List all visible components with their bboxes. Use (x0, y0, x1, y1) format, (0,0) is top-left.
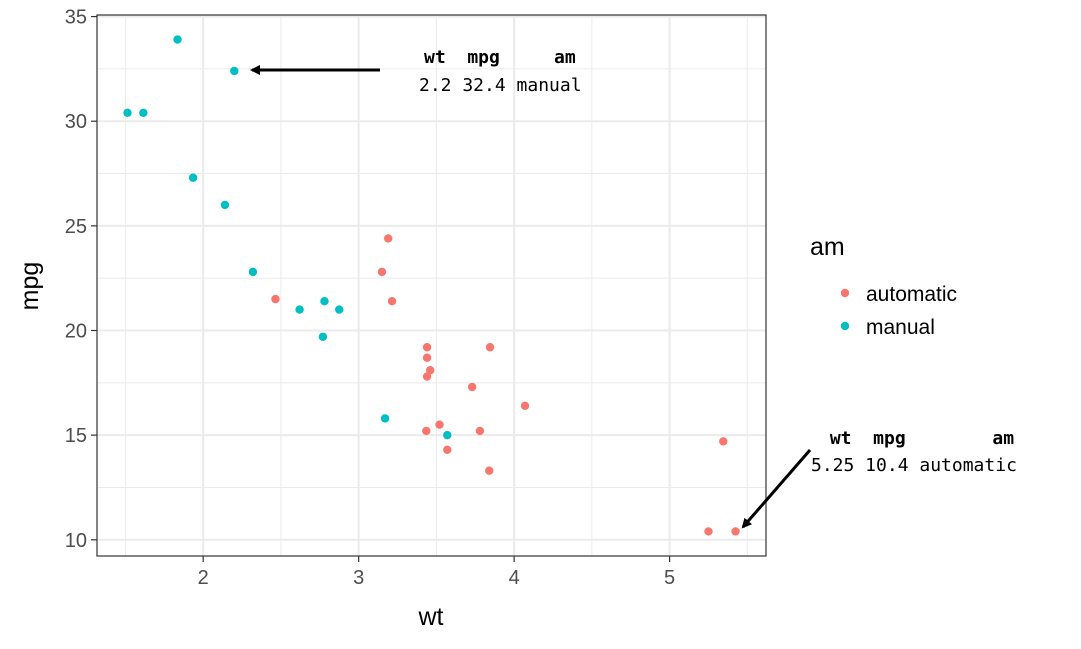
data-point-manual (123, 108, 132, 118)
data-point-manual (443, 430, 452, 440)
data-point-manual (188, 173, 198, 182)
annotation-manual: wt mpg am 2.2 32.4 manual (250, 47, 582, 96)
data-point-manual (230, 66, 239, 76)
data-point-automatic (467, 382, 477, 392)
data-point-manual (295, 305, 304, 314)
x-tick-label: 2 (198, 567, 209, 589)
data-point-automatic (377, 267, 387, 277)
data-point-automatic (422, 426, 431, 436)
data-point-automatic (387, 296, 397, 306)
data-point-manual (318, 332, 328, 341)
data-point-automatic (475, 426, 485, 436)
y-tick-label: 10 (65, 530, 87, 552)
legend-key-automatic (840, 288, 850, 298)
data-point-automatic (719, 437, 728, 446)
annotation-row: 2.2 32.4 manual (419, 75, 582, 96)
data-point-automatic (485, 343, 495, 352)
axis-ticks: 2 3 4 5 10 15 20 25 30 35 (65, 7, 675, 589)
data-point-manual (139, 108, 148, 118)
annotation-arrow (741, 449, 812, 529)
y-tick-label: 30 (65, 111, 87, 133)
data-point-automatic (384, 234, 393, 243)
data-point-manual (220, 200, 230, 210)
annotation-row: 5.25 10.4 automatic (811, 455, 1017, 476)
y-tick-label: 35 (65, 7, 87, 29)
x-axis-label: wt (418, 603, 444, 631)
points (123, 35, 740, 536)
data-point-manual (335, 305, 344, 314)
x-tick-label: 3 (353, 567, 364, 589)
y-tick-label: 15 (65, 425, 87, 447)
legend-key-manual (840, 321, 850, 331)
x-tick-label: 4 (509, 567, 520, 589)
data-point-automatic (731, 527, 740, 536)
data-point-automatic (443, 445, 452, 454)
data-point-automatic (271, 294, 280, 304)
data-point-manual (248, 267, 258, 277)
grid (97, 15, 766, 556)
data-point-automatic (520, 401, 530, 411)
y-tick-label: 20 (65, 320, 87, 342)
y-axis-label: mpg (16, 262, 44, 311)
annotation-header: wt mpg am (424, 47, 576, 68)
annotation-header: wt mpg am (819, 428, 1014, 449)
legend-title: am (810, 233, 845, 261)
legend-label-manual: manual (866, 316, 935, 339)
data-point-automatic (425, 366, 435, 375)
data-point-manual (173, 35, 182, 44)
data-point-manual (380, 414, 390, 423)
data-point-automatic (704, 527, 713, 536)
x-tick-label: 5 (664, 567, 675, 589)
legend: am automatic manual (810, 233, 957, 339)
data-point-automatic (422, 343, 432, 352)
plot-panel (96, 14, 767, 557)
annotation-automatic: wt mpg am 5.25 10.4 automatic (741, 428, 1017, 529)
data-point-automatic (435, 420, 444, 429)
y-tick-label: 25 (65, 216, 87, 238)
data-point-automatic (422, 353, 432, 362)
data-point-automatic (422, 372, 432, 381)
data-point-manual (320, 296, 329, 306)
legend-label-automatic: automatic (866, 283, 957, 306)
data-point-automatic (485, 466, 494, 475)
